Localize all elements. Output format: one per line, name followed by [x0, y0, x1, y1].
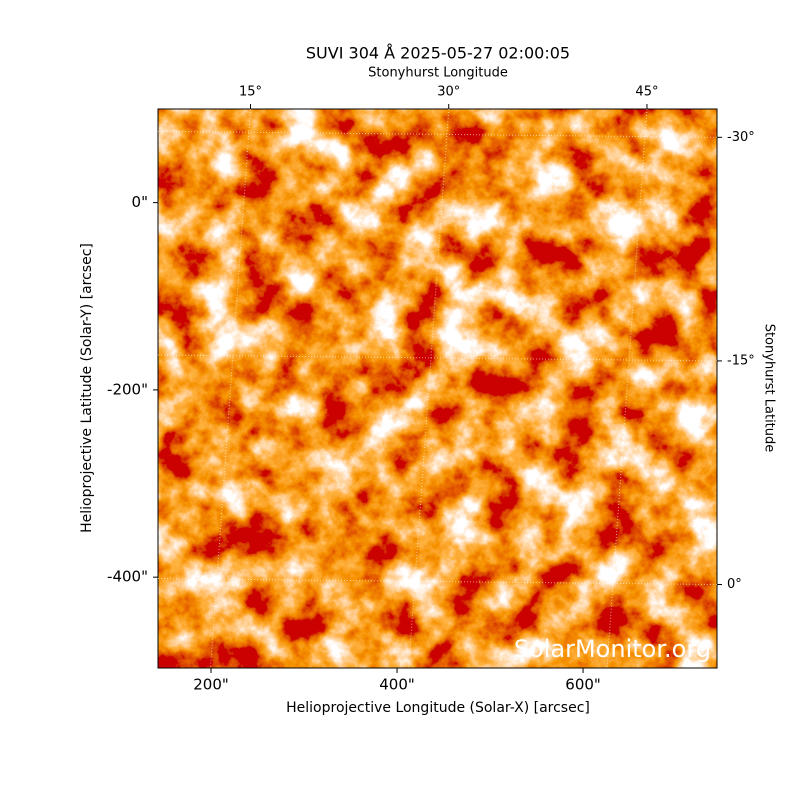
x2-tick-label: 30°	[437, 85, 460, 100]
solar-image	[158, 109, 717, 668]
y-tick-label: 0"	[132, 193, 148, 211]
x-axis-label: Helioprojective Longitude (Solar-X) [arc…	[286, 700, 590, 716]
y-tick-label: -400"	[107, 568, 148, 586]
y2-axis-label: Stonyhurst Latitude	[762, 324, 777, 453]
x-tick-label: 600"	[565, 676, 601, 694]
y-tick-label: -200"	[107, 380, 148, 398]
grid-line	[157, 130, 718, 138]
y-axis-label: Helioprojective Latitude (Solar-Y) [arcs…	[79, 243, 95, 533]
grid-line	[157, 354, 718, 362]
x2-axis-label: Stonyhurst Longitude	[368, 66, 508, 81]
x-tick-label: 400"	[379, 676, 415, 694]
watermark: SolarMonitor.org	[514, 635, 711, 663]
x2-tick-label: 45°	[635, 85, 658, 100]
y2-tick-label: 0°	[727, 577, 742, 592]
grid-line	[606, 109, 648, 668]
grid-line	[210, 109, 252, 668]
y2-tick-label: -30°	[727, 130, 755, 145]
grid-line	[408, 109, 450, 668]
grid-line	[157, 578, 718, 586]
plot-frame	[157, 108, 718, 669]
x-tick-label: 200"	[193, 676, 229, 694]
x2-tick-label: 15°	[239, 85, 262, 100]
y2-tick-label: -15°	[727, 353, 755, 368]
chart-title: SUVI 304 Å 2025-05-27 02:00:05	[306, 44, 570, 63]
